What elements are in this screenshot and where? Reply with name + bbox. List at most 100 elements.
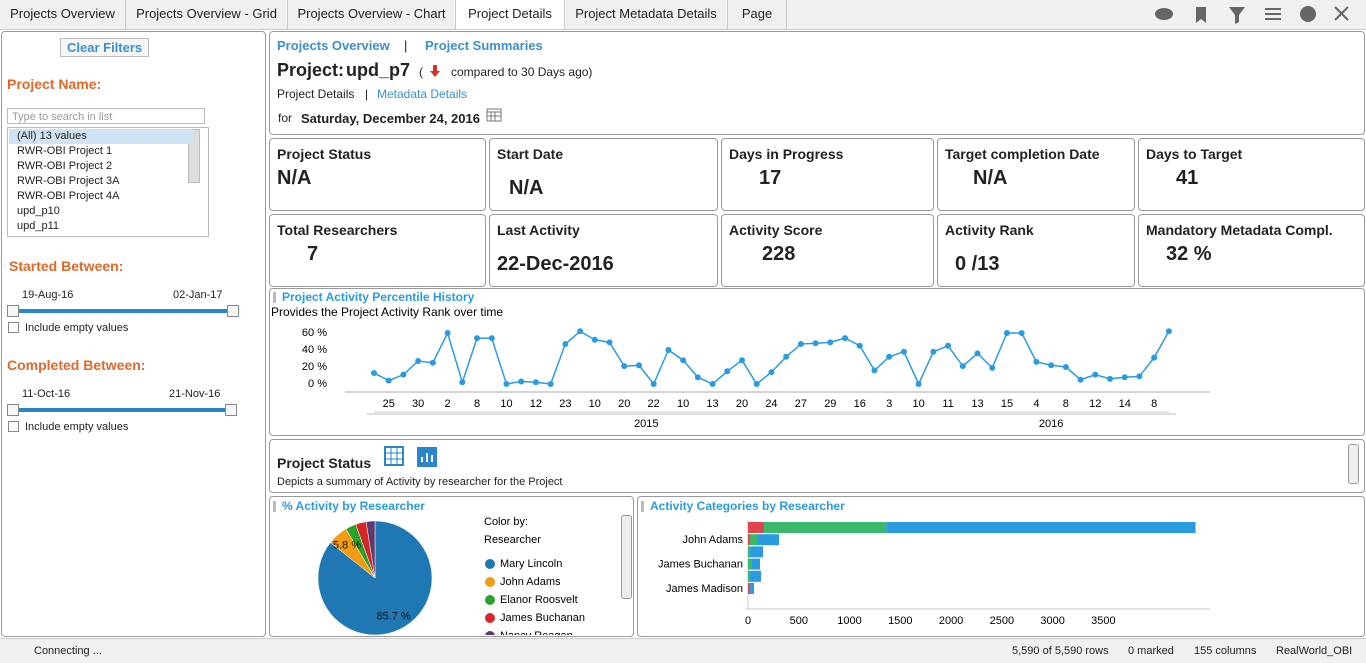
list-item[interactable]: RWR-OBI Project 2 (17, 160, 113, 172)
kpi-value: 7 (307, 243, 319, 265)
kpi-value: 17 (759, 167, 782, 189)
bookmark-icon[interactable] (1196, 7, 1206, 23)
kpi-card: Days to Target 41 (1138, 138, 1365, 211)
kpi-card: Project Status N/A (269, 138, 486, 211)
tab[interactable]: Project Metadata Details (565, 0, 728, 29)
scrollbar[interactable] (1348, 444, 1359, 484)
date: Saturday, December 24, 2016 (301, 111, 480, 126)
kpi-value: 228 (762, 243, 796, 265)
checkbox[interactable] (8, 421, 19, 432)
toolbar-icons (1155, 6, 1349, 24)
link[interactable]: Metadata Details (377, 87, 468, 101)
section-title: Project Status (277, 455, 372, 471)
for-label: for (278, 111, 293, 125)
filter-icon[interactable] (1229, 7, 1245, 24)
kpi-card: Activity Rank 0 /13 (937, 214, 1135, 287)
nav-link[interactable]: Project Summaries (425, 38, 543, 53)
value-list: (All) 13 values RWR-OBI Project 1 RWR-OBI … (7, 127, 209, 237)
kpi-value: 41 (1176, 167, 1199, 189)
kpi-card: Start Date N/A (489, 138, 718, 211)
list-item[interactable]: (All) 13 values (9, 129, 193, 144)
kpi-label: Activity Rank (945, 222, 1034, 238)
filter-label: Started Between: (9, 258, 124, 274)
tab[interactable]: Project Details (456, 0, 565, 29)
comment-icon[interactable] (1155, 8, 1173, 20)
kpi-label: Last Activity (497, 222, 580, 238)
slider-handle[interactable] (227, 305, 239, 317)
filter-label: Project Name: (7, 76, 102, 92)
help-icon[interactable] (1300, 6, 1316, 22)
kpi-label: Days in Progress (729, 146, 844, 162)
kpi-label: Total Researchers (277, 222, 398, 238)
status-text: Connecting ... (34, 645, 102, 657)
kpi-label: Project Status (277, 146, 372, 162)
section-description: Depicts a summary of Activity by researc… (277, 476, 563, 488)
range-from: 11-Oct-16 (22, 388, 71, 400)
kpi-card: Days in Progress 17 (721, 138, 934, 211)
tab[interactable]: Projects Overview (0, 0, 126, 29)
status-bar: Connecting ... 5,590 of 5,590 rows 0 mar… (0, 638, 1366, 663)
range-slider[interactable] (13, 309, 233, 313)
calendar-icon[interactable] (486, 108, 502, 122)
separator: | (404, 38, 408, 53)
status-text: 5,590 of 5,590 rows (1012, 645, 1109, 657)
status-text: 155 columns (1194, 645, 1257, 657)
list-item[interactable]: RWR-OBI Project 3A (17, 175, 120, 187)
range-to: 21-Nov-16 (169, 388, 221, 400)
nav-link[interactable]: Projects Overview (277, 38, 390, 53)
kpi-label: Start Date (497, 146, 564, 162)
tab[interactable]: Page (728, 0, 787, 29)
menu-icon[interactable] (1265, 8, 1281, 20)
line-chart-panel (269, 288, 1365, 436)
kpi-card: Mandatory Metadata Compl. 32 % (1138, 214, 1365, 287)
project-status-panel: Project Status Depicts a summary of Acti… (269, 439, 1365, 493)
kpi-value: 32 % (1166, 243, 1212, 265)
compare-text: compared to 30 Days ago) (451, 65, 593, 79)
kpi-value: N/A (973, 167, 1008, 189)
slider-handle[interactable] (7, 305, 19, 317)
header-panel: Projects Overview | Project Summaries Pr… (269, 31, 1365, 135)
tab[interactable]: Projects Overview - Chart (288, 0, 456, 29)
slider-handle[interactable] (7, 404, 19, 416)
list-item[interactable]: upd_p11 (17, 220, 60, 232)
kpi-label: Days to Target (1146, 146, 1243, 162)
kpi-value: 0 /13 (955, 253, 1000, 275)
view-icons (384, 446, 437, 467)
separator: | (365, 87, 369, 101)
kpi-label: Activity Score (729, 222, 823, 238)
table-icon[interactable] (384, 446, 404, 466)
list-item[interactable]: RWR-OBI Project 4A (17, 190, 120, 202)
checkbox[interactable] (8, 322, 19, 333)
range-slider[interactable] (13, 408, 231, 412)
kpi-label: Target completion Date (945, 146, 1100, 162)
pie-panel (269, 496, 634, 637)
kpi-card: Target completion Date N/A (937, 138, 1135, 211)
list-item[interactable]: upd_p10 (17, 205, 60, 217)
kpi-card: Activity Score 228 (721, 214, 934, 287)
kpi-value: N/A (509, 177, 544, 199)
scrollbar[interactable] (621, 515, 632, 599)
kpi-card: Last Activity 22-Dec-2016 (489, 214, 718, 287)
range-to: 02-Jan-17 (173, 289, 223, 301)
link[interactable]: Project Details (277, 87, 355, 101)
list-item[interactable]: RWR-OBI Project 1 (17, 145, 113, 157)
kpi-card: Total Researchers 7 (269, 214, 486, 287)
search-box[interactable]: Type to search in list (7, 108, 205, 124)
tab-bar: Projects Overview Projects Overview - Gri… (0, 0, 1366, 30)
project-label: Project: (277, 60, 345, 80)
filter-panel: Clear Filters Project Name: Type to sear… (1, 31, 266, 637)
range-from: 19-Aug-16 (22, 289, 74, 301)
status-text: 0 marked (1128, 645, 1174, 657)
kpi-value: 22-Dec-2016 (497, 253, 614, 275)
filter-label: Completed Between: (7, 357, 146, 373)
close-icon[interactable] (1334, 6, 1349, 21)
clear-filters-button[interactable]: Clear Filters (60, 38, 150, 57)
bar-panel (637, 496, 1365, 637)
tab[interactable]: Projects Overview - Grid (126, 0, 288, 29)
checkbox-label: Include empty values (25, 322, 129, 334)
compare-paren: ( (419, 65, 423, 79)
slider-handle[interactable] (225, 404, 237, 416)
project-name: upd_p7 (346, 60, 411, 80)
kpi-label: Mandatory Metadata Compl. (1146, 222, 1333, 238)
